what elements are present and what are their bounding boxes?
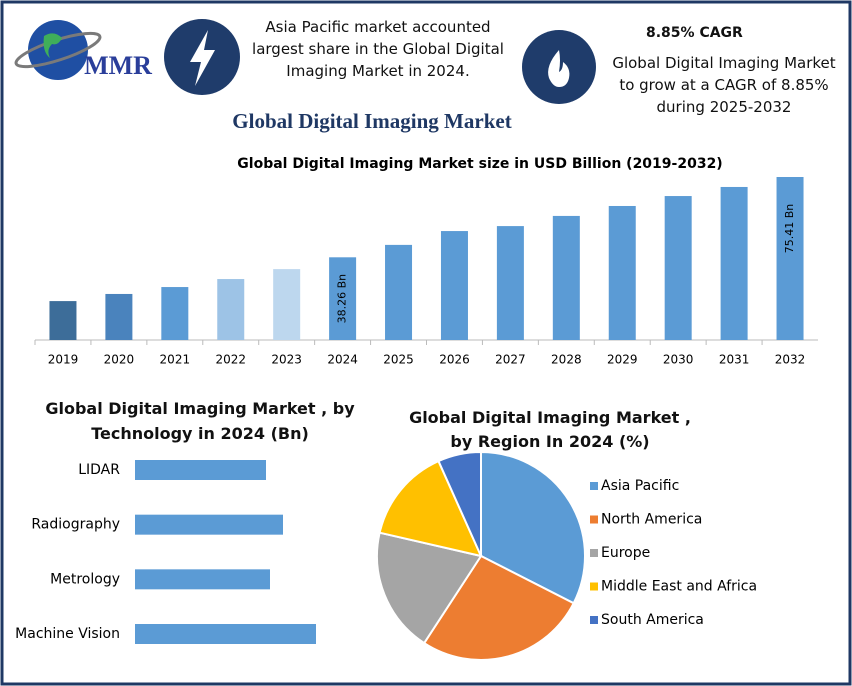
bar <box>135 460 266 480</box>
pie-slice <box>376 531 483 645</box>
logo: MMR <box>14 20 152 80</box>
x-tick-label: 2020 <box>104 353 135 367</box>
bar <box>608 205 636 340</box>
legend-swatch <box>590 515 598 524</box>
x-tick-label: 2022 <box>215 353 246 367</box>
legend-swatch <box>590 482 598 490</box>
x-tick-label: 2027 <box>495 353 526 367</box>
logo-text: MMR <box>84 51 152 80</box>
flame-icon <box>548 50 570 87</box>
bar <box>664 196 692 340</box>
main-title: Global Digital Imaging Market <box>232 109 511 133</box>
cagr-title: 8.85% CAGR <box>646 25 743 41</box>
bar <box>552 215 580 340</box>
legend-label: Asia Pacific <box>601 478 679 494</box>
x-tick-label: 2026 <box>439 353 470 367</box>
y-tick-label: Metrology <box>50 571 120 587</box>
x-tick-label: 2019 <box>48 353 79 367</box>
bar <box>217 279 245 340</box>
legend-label: Europe <box>601 545 650 561</box>
legend-swatch <box>590 582 598 591</box>
x-tick-label: 2028 <box>551 353 582 367</box>
bar <box>135 569 270 590</box>
bar <box>273 269 301 340</box>
y-tick-label: LIDAR <box>78 462 120 478</box>
y-tick-label: Radiography <box>31 517 120 533</box>
globe <box>28 20 88 80</box>
bar <box>135 514 283 535</box>
bar <box>776 177 804 340</box>
pie-slice <box>437 450 482 557</box>
bar <box>496 226 524 340</box>
bar <box>105 293 133 340</box>
chart-title: Global Digital Imaging Market size in US… <box>237 156 722 172</box>
cagr-text: Global Digital Imaging Market to grow at… <box>612 54 836 116</box>
y-tick-label: Machine Vision <box>15 626 120 642</box>
legend-label: North America <box>601 512 702 528</box>
value-label: 75.41 Bn <box>783 204 796 254</box>
bar <box>385 244 413 340</box>
lightning-icon <box>190 30 215 86</box>
pie-slice <box>378 459 483 558</box>
legend-swatch <box>590 616 598 624</box>
value-label: 38.26 Bn <box>336 274 349 324</box>
bar <box>161 287 189 340</box>
highlight-text: Asia Pacific market accounted largest sh… <box>252 18 504 80</box>
bar <box>440 231 468 340</box>
land <box>43 33 62 58</box>
x-tick-label: 2030 <box>663 353 694 367</box>
chart-title: Global Digital Imaging Market , by Techn… <box>45 399 355 443</box>
pie-slice <box>480 450 586 605</box>
x-tick-label: 2024 <box>327 353 358 367</box>
x-tick-label: 2023 <box>271 353 302 367</box>
pie-slice <box>422 554 576 661</box>
bar <box>135 624 316 644</box>
x-tick-label: 2021 <box>160 353 191 367</box>
x-tick-label: 2031 <box>719 353 750 367</box>
bar <box>329 257 357 340</box>
bar <box>720 186 748 340</box>
legend-label: South America <box>601 612 704 628</box>
x-tick-label: 2025 <box>383 353 414 367</box>
chart-title: Global Digital Imaging Market , by Regio… <box>409 408 691 451</box>
x-tick-label: 2032 <box>775 353 806 367</box>
legend-label: Middle East and Africa <box>601 579 757 595</box>
bar <box>49 301 77 340</box>
legend-swatch <box>590 549 598 557</box>
x-tick-label: 2029 <box>607 353 638 367</box>
